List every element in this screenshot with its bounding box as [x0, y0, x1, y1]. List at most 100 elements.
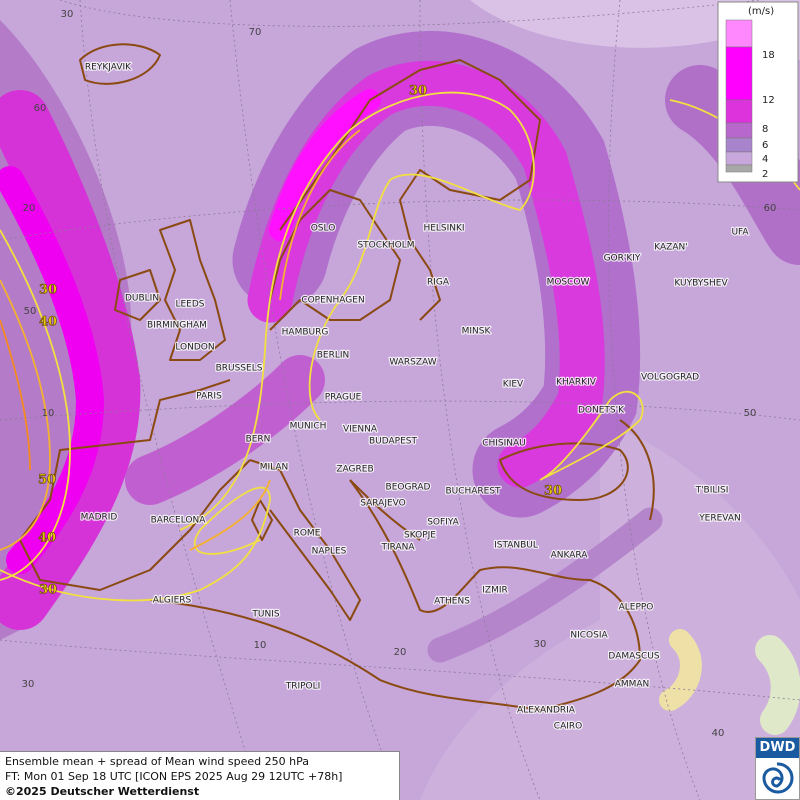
city-label: HAMBURG	[282, 328, 329, 338]
graticule-label: 60	[764, 203, 777, 214]
legend-swatch	[725, 46, 753, 101]
city-label: CAIRO	[554, 722, 582, 732]
city-label: BRUSSELS	[216, 364, 263, 374]
city-label: ATHENS	[434, 597, 470, 607]
city-label: BUDAPEST	[369, 437, 418, 447]
city-label: SKOPJE	[404, 531, 436, 541]
city-label: PRAGUE	[325, 393, 362, 403]
graticule-label: 70	[249, 27, 262, 38]
city-label: ROME	[294, 529, 321, 539]
city-label: TIRANA	[380, 543, 415, 553]
caption-line: Ensemble mean + spread of Mean wind spee…	[5, 755, 309, 768]
city-label: ROME	[294, 529, 321, 539]
logo-text: DWD	[756, 738, 799, 758]
graticule-label: 30	[22, 679, 35, 690]
legend: (m/s) 18 12 8 6 4 2	[717, 1, 799, 183]
city-label: TRIPOLI	[285, 682, 321, 692]
contours	[0, 91, 800, 602]
city-label: GOR'KIY	[604, 254, 641, 264]
city-label: CHISINAU	[482, 439, 526, 449]
city-label: HELSINKI	[423, 224, 464, 234]
legend-label: 8	[762, 124, 768, 135]
city-label: BERN	[246, 435, 271, 445]
city-label: UFA	[731, 228, 749, 238]
legend-label: 6	[762, 140, 768, 151]
city-label: TUNIS	[251, 610, 279, 620]
city-label: BRUSSELS	[216, 364, 263, 374]
city-label: NAPLES	[312, 547, 347, 557]
city-label: ALEXANDRIA	[517, 706, 576, 716]
city-label: TUNIS	[251, 610, 279, 620]
graticule-label: 20	[394, 647, 407, 658]
city-label: COPENHAGEN	[301, 296, 364, 306]
legend-label: 18	[762, 50, 775, 61]
city-label: MADRID	[81, 513, 118, 523]
city-label: HAMBURG	[282, 328, 329, 338]
contour-label: 40	[39, 315, 57, 330]
city-label: VIENNA	[343, 425, 378, 435]
city-label: ZAGREB	[336, 465, 373, 475]
city-label: MILAN	[260, 463, 289, 473]
city-label: GOR'KIY	[604, 254, 641, 264]
legend-swatch	[725, 122, 753, 139]
city-label: VOLGOGRAD	[641, 373, 699, 383]
city-label: LEEDS	[175, 300, 204, 310]
dwd-logo: DWD	[755, 737, 800, 800]
city-label: BUDAPEST	[369, 437, 418, 447]
city-label: AMMAN	[615, 680, 650, 690]
legend-unit: (m/s)	[748, 6, 774, 17]
city-label: ATHENS	[434, 597, 470, 607]
city-label: STOCKHOLM	[357, 241, 414, 251]
legend-swatch	[725, 137, 753, 153]
city-label: MOSCOW	[547, 278, 590, 288]
city-label: PARIS	[196, 392, 222, 402]
city-label: ALEPPO	[619, 603, 654, 613]
city-label: MUNICH	[290, 422, 327, 432]
city-label: UFA	[731, 228, 749, 238]
legend-label: 4	[762, 154, 768, 165]
city-label: REYKJAVIK	[85, 63, 132, 73]
city-label: SARAJEVO	[360, 499, 406, 509]
city-label: WARSZAW	[389, 358, 436, 368]
city-label: MINSK	[462, 327, 492, 337]
city-label: BARCELONA	[151, 516, 207, 526]
city-label: ALGIERS	[153, 596, 192, 606]
city-label: PARIS	[196, 392, 222, 402]
city-label: KUYBYSHEV	[674, 279, 728, 289]
legend-swatch	[725, 164, 753, 173]
city-label: MADRID	[81, 513, 118, 523]
city-label: BIRMINGHAM	[147, 321, 207, 331]
city-label: ALGIERS	[153, 596, 192, 606]
legend-swatch	[725, 151, 753, 166]
graticule-label: 30	[61, 9, 74, 20]
city-label: BEOGRAD	[386, 483, 431, 493]
legend-label: 12	[762, 95, 775, 106]
city-label: REYKJAVIK	[85, 63, 132, 73]
city-label: VIENNA	[343, 425, 378, 435]
city-label: NICOSIA	[570, 631, 608, 641]
city-label: VOLGOGRAD	[641, 373, 699, 383]
city-label: KHARKIV	[556, 378, 597, 388]
graticule-label: 20	[23, 203, 36, 214]
city-label: CHISINAU	[482, 439, 526, 449]
caption-line: FT: Mon 01 Sep 18 UTC [ICON EPS 2025 Aug…	[5, 770, 343, 783]
graticule-label: 50	[744, 408, 757, 419]
city-label: T'BILISI	[695, 486, 729, 496]
contour-label: 40	[38, 531, 56, 546]
city-label: BUCHAREST	[445, 487, 501, 497]
city-label: TRIPOLI	[285, 682, 321, 692]
legend-swatch	[725, 19, 753, 48]
city-label: SOFIYA	[427, 518, 459, 528]
city-label: RIGA	[427, 278, 450, 288]
city-label: SARAJEVO	[360, 499, 406, 509]
city-label: IZMIR	[482, 586, 508, 596]
city-label: BIRMINGHAM	[147, 321, 207, 331]
city-label: BARCELONA	[151, 516, 207, 526]
city-label: LONDON	[175, 343, 214, 353]
city-label: KAZAN'	[654, 243, 687, 253]
city-label: PRAGUE	[325, 393, 362, 403]
legend-label: 2	[762, 169, 768, 180]
city-label: YEREVAN	[698, 514, 741, 524]
